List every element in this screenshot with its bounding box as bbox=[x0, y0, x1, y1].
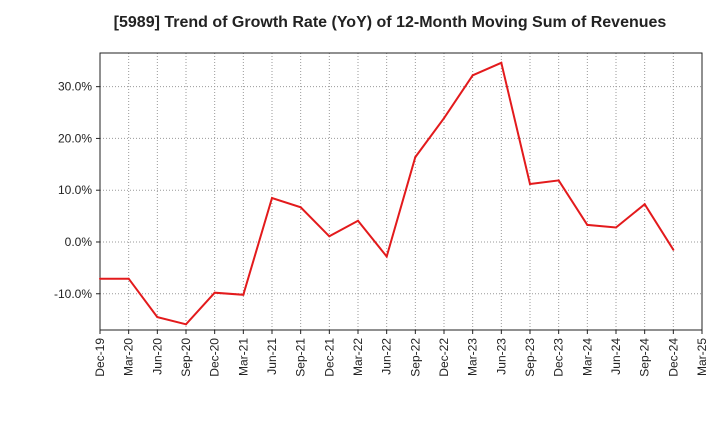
x-tick-label: Jun-24 bbox=[609, 338, 623, 375]
x-axis: Dec-19 Mar-20 Jun-20 Sep-20 Dec-20 Mar-21 Jun-… bbox=[93, 330, 709, 377]
x-tick-label: Dec-20 bbox=[208, 338, 222, 377]
x-tick-label: Jun-20 bbox=[150, 338, 164, 375]
x-tick-label: Dec-23 bbox=[552, 338, 566, 377]
plot-area bbox=[99, 52, 703, 331]
data-point bbox=[557, 179, 560, 182]
x-tick-label: Mar-24 bbox=[580, 338, 594, 376]
data-point bbox=[672, 248, 675, 251]
data-point bbox=[471, 74, 474, 77]
data-point bbox=[99, 277, 101, 280]
data-point bbox=[385, 255, 388, 258]
y-tick-label: 20.0% bbox=[58, 131, 92, 145]
data-point bbox=[271, 196, 273, 199]
data-point bbox=[185, 323, 187, 326]
x-tick-label: Sep-23 bbox=[523, 338, 537, 377]
y-tick-label: 10.0% bbox=[58, 183, 92, 197]
data-point bbox=[299, 206, 302, 209]
data-point bbox=[443, 117, 445, 120]
data-point bbox=[586, 223, 589, 226]
x-tick-label: Dec-22 bbox=[437, 338, 451, 377]
x-tick-label: Dec-19 bbox=[93, 338, 107, 377]
x-tick-label: Jun-21 bbox=[265, 338, 279, 375]
x-tick-label: Sep-22 bbox=[408, 338, 422, 377]
data-point bbox=[127, 277, 130, 280]
grid-lines bbox=[100, 53, 702, 330]
y-tick-label: -10.0% bbox=[54, 287, 92, 301]
series-layer bbox=[99, 61, 675, 326]
data-point bbox=[615, 226, 617, 229]
y-tick-label: 30.0% bbox=[58, 80, 92, 94]
chart-title: [5989] Trend of Growth Rate (YoY) of 12-… bbox=[113, 14, 667, 31]
series-line bbox=[100, 61, 675, 326]
x-tick-label: Dec-24 bbox=[666, 338, 680, 377]
x-tick-label: Mar-23 bbox=[466, 338, 480, 376]
x-tick-label: Mar-25 bbox=[695, 338, 709, 376]
x-tick-label: Sep-20 bbox=[179, 338, 193, 377]
data-point bbox=[242, 293, 245, 296]
x-tick-label: Dec-21 bbox=[322, 338, 336, 377]
data-point bbox=[357, 219, 359, 222]
data-point bbox=[500, 61, 503, 64]
data-point bbox=[529, 182, 531, 185]
data-point bbox=[414, 156, 417, 159]
data-point bbox=[156, 316, 159, 319]
x-tick-label: Mar-22 bbox=[351, 338, 365, 376]
x-tick-label: Sep-21 bbox=[294, 338, 308, 377]
data-point bbox=[328, 235, 331, 238]
x-tick-label: Jun-23 bbox=[494, 338, 508, 375]
x-tick-label: Mar-21 bbox=[236, 338, 250, 376]
x-tick-label: Mar-20 bbox=[122, 338, 136, 376]
x-tick-label: Sep-24 bbox=[638, 338, 652, 377]
y-tick-label: 0.0% bbox=[65, 235, 93, 249]
y-axis: -10.0% 0.0% 10.0% 20.0% 30.0% bbox=[54, 80, 100, 301]
x-tick-label: Jun-22 bbox=[380, 338, 394, 375]
data-point bbox=[213, 291, 216, 294]
data-point bbox=[643, 203, 646, 206]
